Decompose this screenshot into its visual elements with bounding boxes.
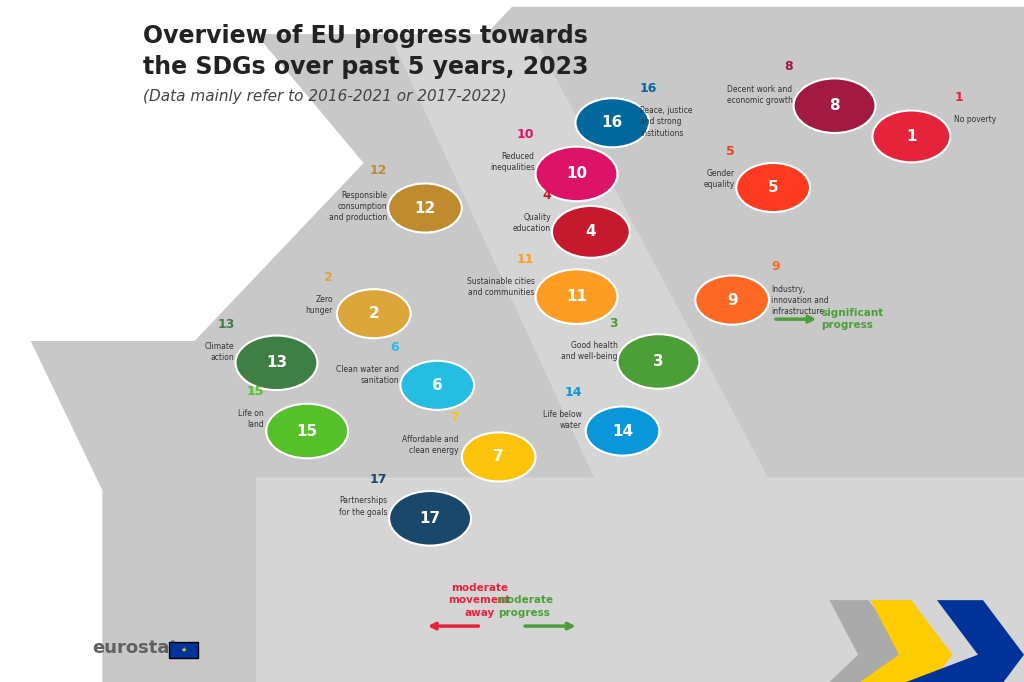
Text: Decent work and
economic growth: Decent work and economic growth [727, 85, 793, 104]
Text: 6: 6 [432, 378, 442, 393]
Text: 2: 2 [369, 306, 379, 321]
Text: Responsible
consumption
and production: Responsible consumption and production [329, 191, 387, 222]
Text: 17: 17 [370, 473, 387, 486]
Text: 14: 14 [612, 424, 633, 439]
Polygon shape [906, 600, 1024, 682]
Text: Peace, justice
and strong
institutions: Peace, justice and strong institutions [640, 106, 692, 138]
Text: 11: 11 [517, 253, 535, 266]
Text: (Data mainly refer to 2016-2021 or 2017-2022): (Data mainly refer to 2016-2021 or 2017-… [143, 89, 507, 104]
Text: 14: 14 [564, 386, 582, 399]
Text: Affordable and
clean energy: Affordable and clean energy [402, 435, 459, 455]
Text: Reduced
inequalities: Reduced inequalities [489, 152, 535, 172]
Circle shape [536, 269, 617, 324]
Text: 3: 3 [609, 317, 617, 330]
FancyBboxPatch shape [169, 642, 198, 658]
Text: Life on
land: Life on land [239, 409, 264, 429]
Text: Zero
hunger: Zero hunger [305, 295, 333, 314]
Text: 10: 10 [517, 128, 535, 141]
Text: 15: 15 [247, 385, 264, 398]
Text: 1: 1 [906, 129, 916, 144]
Text: 5: 5 [768, 180, 778, 195]
Circle shape [266, 404, 348, 458]
Text: Sustainable cities
and communities: Sustainable cities and communities [467, 277, 535, 297]
Circle shape [337, 289, 411, 338]
Text: Partnerships
for the goals: Partnerships for the goals [339, 496, 387, 516]
Text: 4: 4 [586, 224, 596, 239]
Circle shape [586, 406, 659, 456]
Circle shape [536, 147, 617, 201]
Circle shape [872, 110, 950, 162]
Text: 9: 9 [771, 260, 779, 273]
Polygon shape [860, 600, 952, 682]
Text: 12: 12 [370, 164, 387, 177]
Polygon shape [102, 34, 1024, 682]
Text: 16: 16 [602, 115, 623, 130]
Text: Life below
water: Life below water [543, 410, 582, 430]
Circle shape [695, 276, 769, 325]
Text: moderate
progress: moderate progress [496, 595, 553, 618]
Text: 17: 17 [420, 511, 440, 526]
Text: Climate
action: Climate action [205, 342, 234, 361]
Text: 8: 8 [784, 60, 793, 73]
Text: 8: 8 [829, 98, 840, 113]
Circle shape [617, 334, 699, 389]
Circle shape [736, 163, 810, 212]
Text: 11: 11 [566, 289, 587, 304]
Text: significant
progress: significant progress [821, 308, 884, 330]
Text: 12: 12 [415, 201, 435, 216]
Text: the SDGs over past 5 years, 2023: the SDGs over past 5 years, 2023 [143, 55, 589, 78]
Text: moderate
movement
away: moderate movement away [449, 583, 510, 618]
Text: 10: 10 [566, 166, 587, 181]
Text: Good health
and well-being: Good health and well-being [561, 341, 617, 361]
Polygon shape [829, 600, 911, 682]
Text: ★: ★ [180, 647, 186, 653]
Text: 2: 2 [324, 271, 333, 284]
Circle shape [575, 98, 649, 147]
Circle shape [389, 491, 471, 546]
Text: Industry,
innovation and
infrastructure: Industry, innovation and infrastructure [771, 285, 828, 316]
Text: 7: 7 [494, 449, 504, 464]
Text: 9: 9 [727, 293, 737, 308]
Polygon shape [31, 7, 1024, 682]
Text: 6: 6 [391, 341, 399, 354]
Text: 4: 4 [542, 189, 551, 202]
Circle shape [794, 78, 876, 133]
Circle shape [462, 432, 536, 481]
Text: Quality
education: Quality education [513, 213, 551, 233]
Text: 7: 7 [450, 411, 459, 424]
Text: No poverty: No poverty [954, 115, 996, 123]
Text: Gender
equality: Gender equality [703, 169, 735, 189]
Text: 1: 1 [954, 91, 964, 104]
Text: 15: 15 [297, 424, 317, 439]
Text: Overview of EU progress towards: Overview of EU progress towards [143, 24, 588, 48]
Polygon shape [256, 34, 1024, 682]
Circle shape [400, 361, 474, 410]
Text: Clean water and
sanitation: Clean water and sanitation [336, 365, 399, 385]
Circle shape [388, 183, 462, 233]
Text: 5: 5 [726, 145, 735, 158]
Text: 16: 16 [640, 83, 657, 95]
Circle shape [236, 336, 317, 390]
Circle shape [552, 206, 630, 258]
Text: 3: 3 [653, 354, 664, 369]
Text: 13: 13 [217, 318, 234, 331]
Text: eurostat: eurostat [92, 639, 178, 657]
Text: 13: 13 [266, 355, 287, 370]
